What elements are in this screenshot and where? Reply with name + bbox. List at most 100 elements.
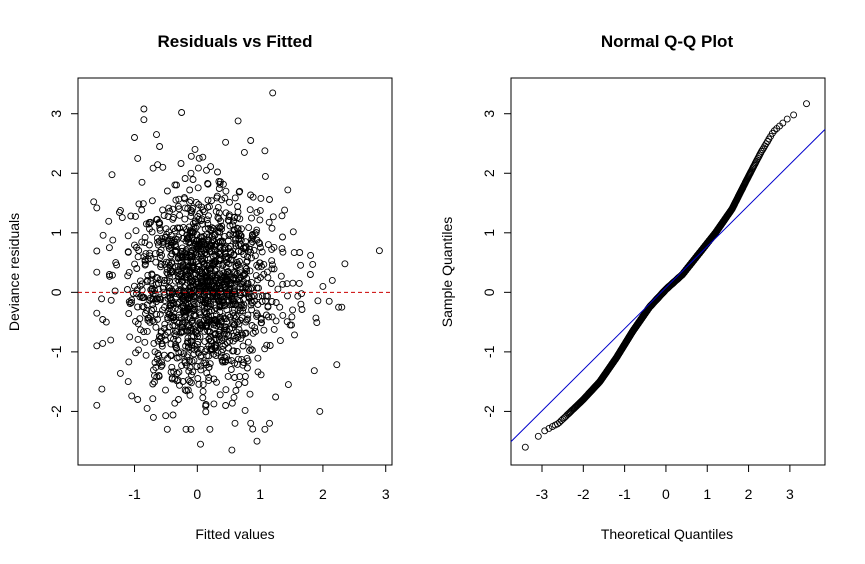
residual-point — [193, 363, 201, 370]
residual-point — [160, 237, 167, 245]
residual-point — [111, 287, 119, 295]
residual-point — [202, 359, 210, 367]
residual-point — [226, 285, 234, 293]
residual-point — [208, 307, 216, 314]
residual-point — [246, 390, 254, 398]
residual-point — [240, 301, 248, 309]
residual-point — [187, 287, 195, 295]
residual-point — [184, 376, 192, 384]
residual-point — [152, 258, 160, 266]
residual-point — [226, 337, 233, 345]
residual-point — [204, 203, 212, 211]
y-tick-label: 2 — [48, 169, 64, 177]
residual-point — [109, 236, 117, 244]
residual-point — [289, 228, 297, 236]
residual-point — [289, 306, 297, 314]
residual-point — [165, 245, 173, 252]
residual-point — [227, 256, 234, 264]
residual-point — [126, 333, 134, 341]
residual-point — [260, 270, 268, 278]
residual-point — [183, 353, 191, 361]
residual-point — [211, 319, 219, 327]
residual-point — [194, 340, 201, 348]
residual-point — [153, 373, 161, 381]
residual-point — [241, 372, 249, 380]
residual-point — [125, 268, 133, 276]
residual-point — [248, 214, 255, 222]
residual-point — [204, 220, 212, 227]
residual-point — [314, 297, 322, 305]
residual-point — [168, 363, 176, 371]
residual-point — [244, 338, 252, 346]
residual-point — [210, 350, 218, 358]
residual-point — [264, 274, 272, 282]
residual-point — [159, 163, 167, 171]
residual-point — [202, 296, 210, 304]
residual-point — [261, 345, 269, 353]
residual-point — [257, 319, 265, 327]
residual-point — [198, 321, 205, 329]
residual-point — [143, 327, 151, 335]
residual-point — [167, 268, 175, 276]
residual-point — [175, 368, 183, 376]
residual-point — [239, 289, 247, 297]
residual-point — [99, 339, 107, 347]
residual-point — [268, 245, 276, 253]
residual-point — [216, 303, 224, 311]
residual-point — [228, 290, 236, 298]
residual-point — [197, 440, 204, 448]
residual-point — [144, 314, 152, 322]
residual-point — [157, 246, 165, 254]
residual-point — [191, 312, 199, 320]
residual-point — [268, 261, 276, 269]
residual-point — [205, 297, 213, 304]
qq-point — [758, 147, 765, 155]
normal-qq-panel: Normal Q-Q Plot -3 -2 -1 0 1 2 3 -2 -1 0 1 2 3 Theo… — [439, 32, 826, 542]
residual-point — [333, 361, 341, 369]
residual-point — [208, 342, 216, 350]
residual-point — [194, 164, 202, 172]
residual-point — [134, 154, 142, 162]
y-tick-label: 0 — [481, 288, 497, 296]
residual-point — [233, 318, 241, 326]
residual-point — [257, 194, 265, 202]
residual-point — [193, 330, 201, 338]
residual-point — [177, 329, 185, 337]
residual-point — [295, 279, 303, 287]
residual-point — [291, 331, 298, 339]
residual-point — [268, 265, 276, 273]
residual-point — [268, 224, 276, 232]
right-points — [521, 100, 810, 451]
residual-point — [225, 232, 233, 239]
residual-point — [205, 363, 213, 371]
residual-point — [210, 260, 218, 268]
residual-point — [149, 395, 157, 403]
residual-point — [190, 305, 198, 313]
residual-point — [187, 197, 195, 205]
residual-point — [105, 217, 113, 225]
residual-point — [171, 304, 179, 312]
residual-point — [202, 322, 210, 330]
residual-point — [156, 310, 164, 318]
residual-point — [234, 355, 242, 363]
residual-point — [250, 292, 258, 300]
residual-point — [117, 206, 124, 214]
residual-point — [204, 180, 212, 187]
residual-point — [180, 297, 188, 305]
residual-point — [187, 425, 195, 433]
residual-point — [257, 316, 265, 323]
residual-point — [279, 233, 286, 241]
residual-point — [148, 197, 156, 205]
residual-point — [313, 319, 321, 327]
residual-point — [217, 217, 225, 225]
left-plot-frame — [77, 77, 393, 466]
residual-point — [93, 247, 101, 255]
residual-point — [234, 225, 242, 233]
residual-point — [243, 267, 251, 275]
y-tick-label: 0 — [48, 288, 64, 296]
residual-point — [209, 236, 217, 244]
residual-point — [238, 280, 246, 288]
residual-point — [180, 283, 188, 291]
residual-point — [124, 232, 132, 240]
residual-point — [254, 354, 262, 362]
